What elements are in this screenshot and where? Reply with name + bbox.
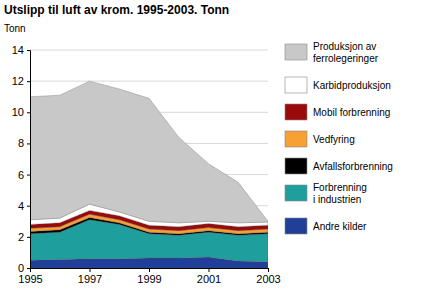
chart: Utslipp til luft av krom. 1995-2003. Ton… — [0, 0, 425, 295]
y-tick-mark — [27, 206, 30, 207]
legend-swatch — [285, 158, 307, 174]
legend-swatch — [285, 218, 307, 234]
y-tick-mark — [27, 237, 30, 238]
x-tick-label: 1999 — [137, 273, 161, 285]
legend: Produksjon av ferrolegeringer Karbidprodu… — [285, 41, 393, 235]
y-tick-mark — [27, 50, 30, 51]
areas — [30, 81, 268, 268]
y-tick: 8 — [18, 137, 30, 149]
title: Utslipp til luft av krom. 1995-2003. Ton… — [4, 3, 229, 17]
x-tick-mark — [30, 268, 31, 272]
y-tick: 2 — [18, 231, 30, 243]
legend-swatch — [285, 131, 307, 147]
x-tick: 2003 — [256, 268, 280, 285]
x-tick-mark — [90, 268, 91, 272]
x-tick-label: 2001 — [197, 273, 221, 285]
x-tick: 2001 — [197, 268, 221, 285]
x-tick-mark — [209, 268, 210, 272]
x-tick-mark — [149, 268, 150, 272]
x-tick-mark — [268, 268, 269, 272]
x-tick-label: 2003 — [256, 273, 280, 285]
y-tick: 4 — [18, 200, 30, 212]
x-tick: 1997 — [78, 268, 102, 285]
y-tick-label: 14 — [12, 44, 24, 56]
legend-label: Karbidproduksjon — [313, 80, 391, 91]
y-tick: 6 — [18, 169, 30, 181]
y-tick: 10 — [12, 106, 30, 118]
x-tick: 1999 — [137, 268, 161, 285]
y-tick-label: 4 — [18, 200, 24, 212]
x-tick-label: 1995 — [18, 273, 42, 285]
y-tick-label: 2 — [18, 231, 24, 243]
grid — [30, 50, 268, 268]
x-tick: 1995 — [18, 268, 42, 285]
x-axis: 1995 1997 1999 2001 2003 — [18, 268, 280, 285]
legend-label: Mobil forbrenning — [313, 107, 390, 118]
legend-label: Forbrenning i industrien — [313, 182, 370, 205]
legend-swatch — [285, 44, 307, 60]
y-tick-mark — [27, 143, 30, 144]
x-tick-label: 1997 — [78, 273, 102, 285]
legend-swatch — [285, 77, 307, 93]
y-tick-mark — [27, 268, 30, 269]
y-tick: 12 — [12, 75, 30, 87]
legend-label: Andre kilder — [313, 221, 367, 232]
y-tick-label: 10 — [12, 106, 24, 118]
legend-label: Produksjon av ferrolegeringer — [313, 41, 379, 64]
y-tick-mark — [27, 112, 30, 113]
y-tick-mark — [27, 175, 30, 176]
y-tick-label: 8 — [18, 137, 24, 149]
legend-label: Avfallsforbrenning — [313, 161, 393, 172]
grid-line — [30, 50, 268, 51]
y-axis-title: Tonn — [4, 23, 26, 34]
y-tick-mark — [27, 81, 30, 82]
x-axis-line — [31, 269, 269, 273]
y-axis-line — [27, 51, 31, 269]
y-tick-label: 6 — [18, 169, 24, 181]
y-tick: 14 — [12, 44, 30, 56]
legend-swatch — [285, 185, 307, 201]
legend-swatch — [285, 104, 307, 120]
grid-line — [30, 81, 268, 82]
legend-label: Vedfyring — [313, 134, 355, 145]
area — [30, 81, 268, 223]
y-axis: 02468101214 — [12, 44, 31, 274]
y-tick-label: 12 — [12, 75, 24, 87]
